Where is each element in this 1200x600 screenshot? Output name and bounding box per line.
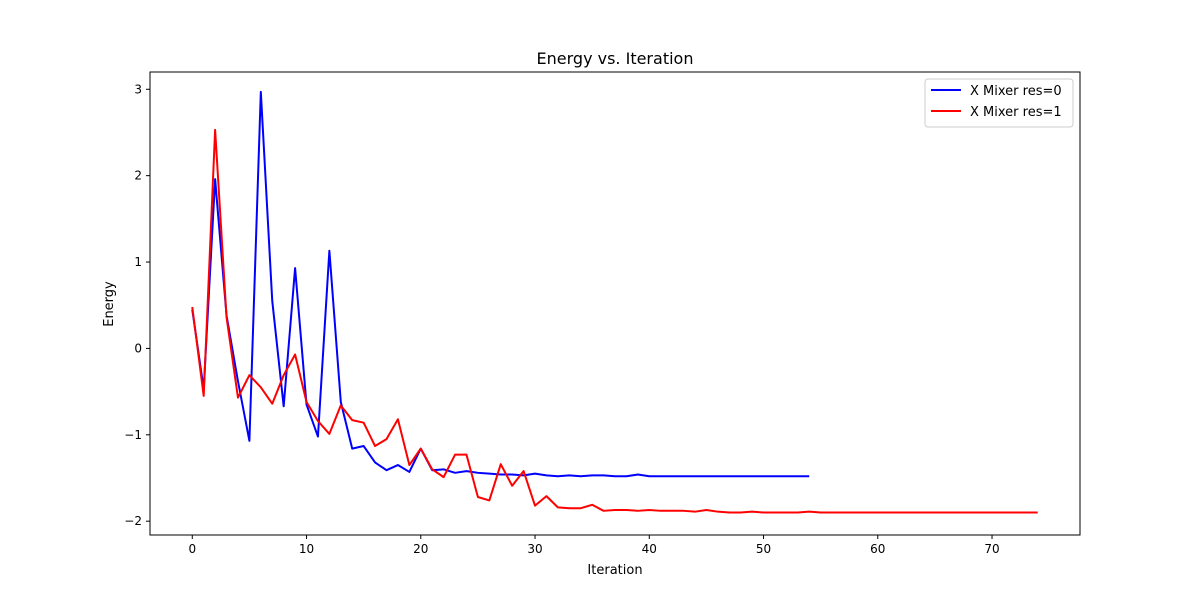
x-tick-label: 60 — [870, 542, 885, 556]
y-axis-label: Energy — [102, 281, 117, 327]
x-tick-label: 0 — [188, 542, 196, 556]
y-tick-label: 1 — [134, 255, 142, 269]
x-tick-label: 50 — [756, 542, 771, 556]
x-tick-label: 30 — [527, 542, 542, 556]
y-tick-label: 2 — [134, 169, 142, 183]
x-axis: 0 10 20 30 40 50 60 70 — [188, 535, 1000, 556]
x-tick-label: 20 — [413, 542, 428, 556]
y-axis: −2 −1 0 1 2 3 — [124, 82, 150, 528]
x-axis-label: Iteration — [587, 563, 642, 578]
legend: X Mixer res=0 X Mixer res=1 — [924, 78, 1074, 128]
series-line-0 — [191, 90, 810, 478]
x-tick-label: 70 — [984, 542, 999, 556]
plot-frame — [149, 71, 1081, 536]
series-layer — [191, 90, 1038, 514]
legend-label-res0: X Mixer res=0 — [970, 84, 1062, 99]
y-tick-label: −1 — [124, 428, 142, 442]
chart-title: Energy vs. Iteration — [537, 49, 694, 68]
y-tick-label: 3 — [134, 82, 142, 96]
legend-label-res1: X Mixer res=1 — [970, 105, 1062, 120]
x-tick-label: 10 — [299, 542, 314, 556]
x-tick-label: 40 — [642, 542, 657, 556]
y-tick-label: 0 — [134, 341, 142, 355]
legend-box — [924, 78, 1074, 128]
series-line-1 — [191, 128, 1038, 514]
y-tick-label: −2 — [124, 514, 142, 528]
